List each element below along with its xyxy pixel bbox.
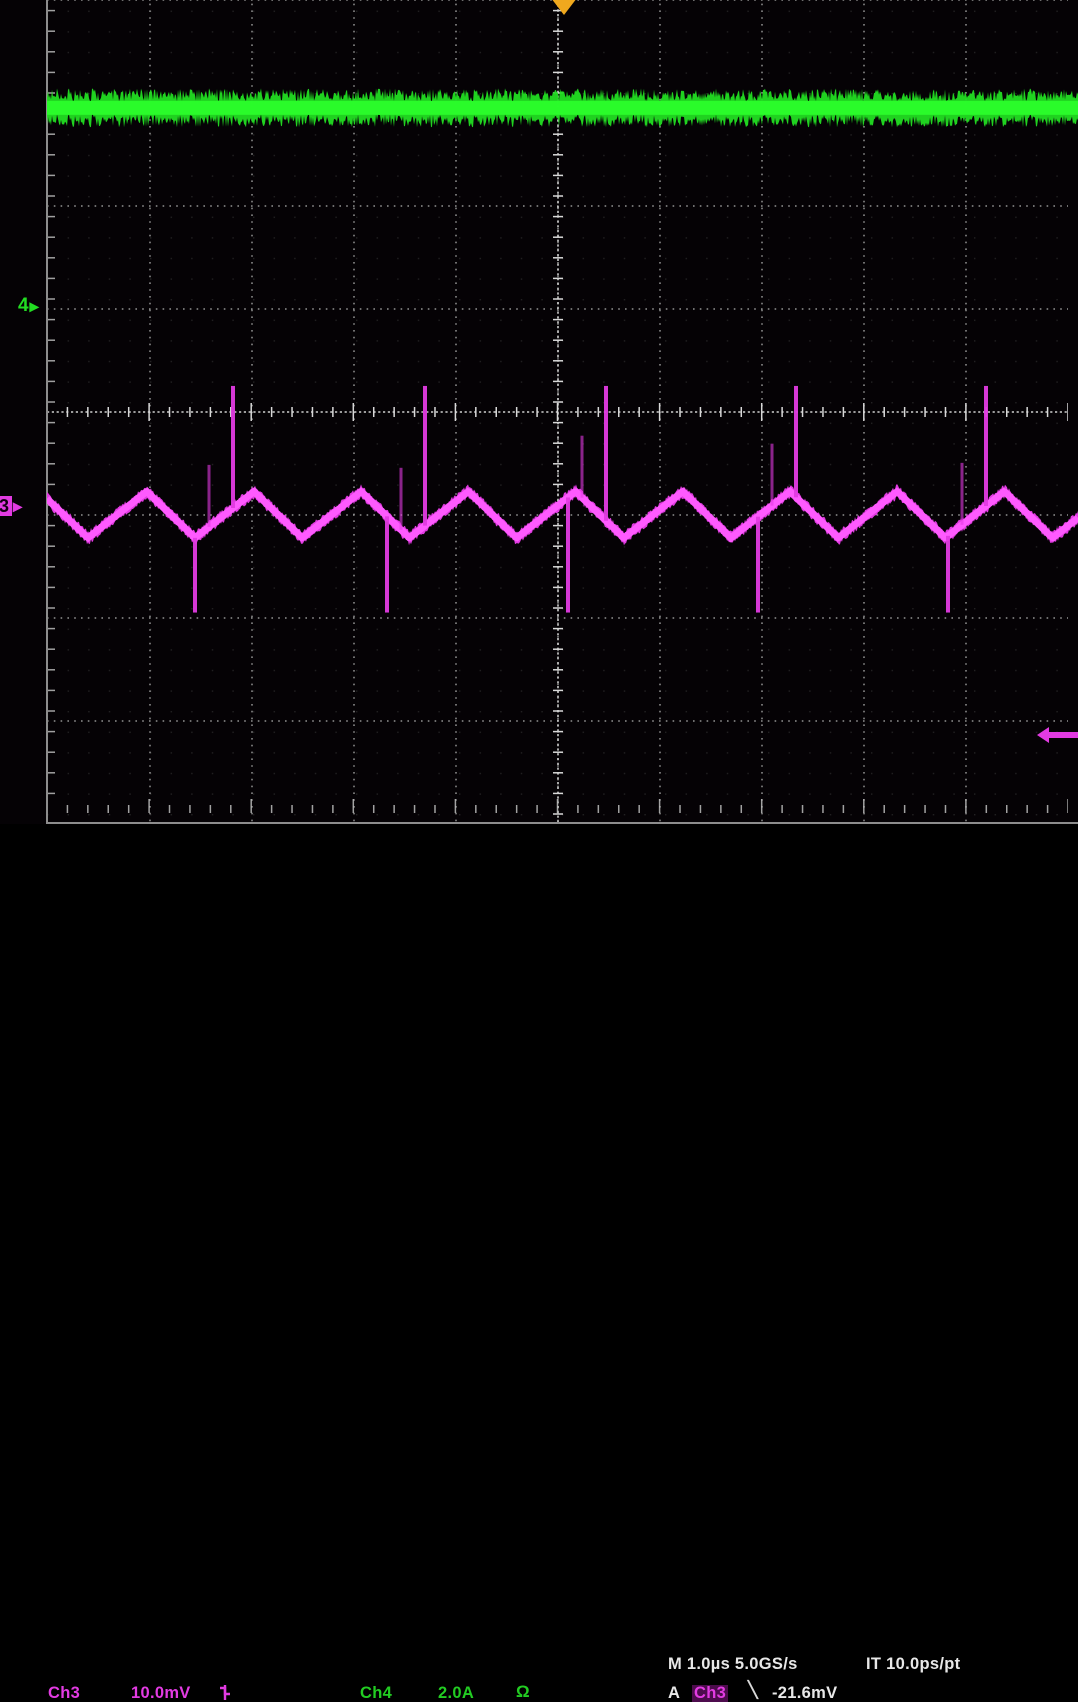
channel-marker-ch3-label: 3 xyxy=(0,496,13,516)
channel-marker-ch4[interactable]: 4 ▸ xyxy=(18,296,39,315)
readout-bar: Ch3 10.0mV Ch4 2.0A Ω M 1.0µs 5.0GS/s IT… xyxy=(0,824,1078,1702)
channel-marker-ch3-arrow: ▸ xyxy=(13,496,23,516)
readout-ch4-scale[interactable]: 2.0A xyxy=(438,1684,475,1702)
readout-trigger-level[interactable]: -21.6mV xyxy=(772,1684,838,1702)
ac-coupling-icon xyxy=(220,1685,230,1700)
graticule-left-border xyxy=(46,0,48,824)
channel-marker-ch4-arrow: ▸ xyxy=(29,295,39,316)
readout-ch4-name[interactable]: Ch4 xyxy=(360,1684,393,1702)
graticule-area xyxy=(47,0,1068,823)
waveform-traces xyxy=(47,88,1078,613)
readout-timebase[interactable]: M 1.0µs 5.0GS/s xyxy=(668,1655,798,1673)
graticule-grid xyxy=(47,0,1068,823)
readout-trigger-mode: A xyxy=(668,1684,681,1702)
readout-trigger-source[interactable]: Ch3 xyxy=(692,1684,729,1702)
readout-ch3-scale[interactable]: 10.0mV xyxy=(131,1684,191,1702)
waveform-ch4 xyxy=(47,88,1078,128)
trigger-position-marker-icon[interactable] xyxy=(551,0,577,15)
readout-ch3-name[interactable]: Ch3 xyxy=(48,1684,81,1702)
readout-interpolation: IT 10.0ps/pt xyxy=(866,1655,961,1673)
trigger-level-marker-icon[interactable] xyxy=(1036,724,1078,746)
channel-marker-ch4-label: 4 xyxy=(18,295,29,316)
trigger-slope-falling-icon: ╲ xyxy=(748,1682,758,1699)
ohm-icon: Ω xyxy=(516,1682,530,1701)
channel-marker-ch3[interactable]: 3 ▸ xyxy=(0,496,22,516)
graticule-bottom-border xyxy=(46,822,1078,824)
waveform-ch3 xyxy=(47,385,1078,613)
